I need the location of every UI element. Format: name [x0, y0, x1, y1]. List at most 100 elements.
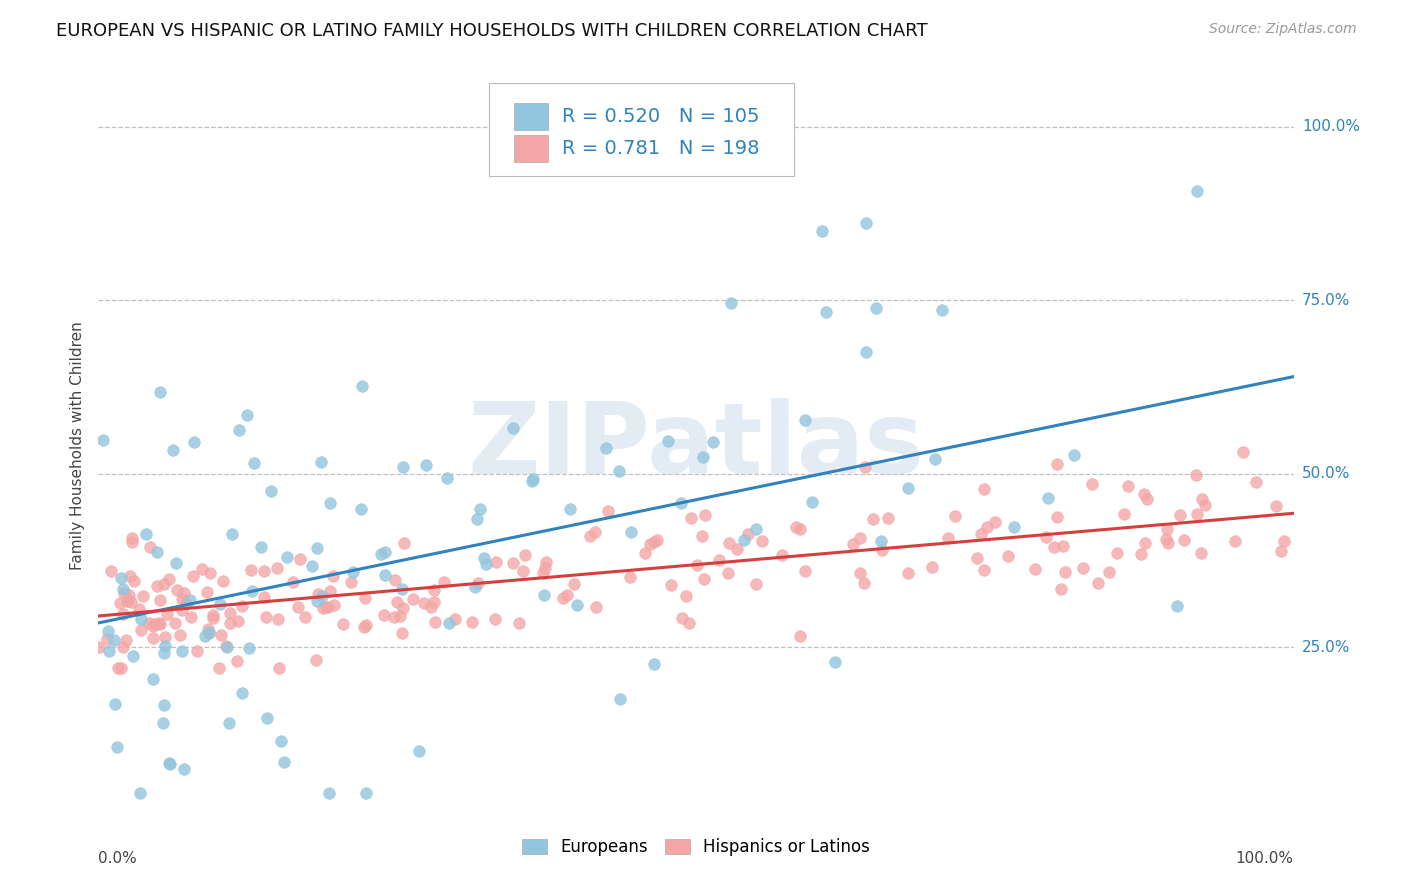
Point — [520, 475, 543, 489]
Point — [423, 615, 446, 630]
Point — [984, 516, 1007, 530]
Point — [583, 525, 606, 540]
Point — [219, 606, 242, 620]
Point — [720, 295, 742, 310]
Point — [811, 224, 834, 238]
Point — [146, 579, 169, 593]
Point — [973, 562, 995, 576]
Point — [319, 496, 342, 510]
Point — [1042, 540, 1064, 554]
Point — [717, 536, 740, 550]
Point — [384, 574, 406, 588]
Point — [936, 531, 959, 545]
Point — [197, 622, 219, 636]
Point — [148, 385, 170, 400]
Point — [1002, 520, 1025, 534]
Point — [412, 596, 434, 610]
Point — [120, 595, 142, 609]
Point — [215, 640, 238, 655]
Point — [423, 582, 446, 597]
Point — [221, 527, 243, 541]
Point — [671, 611, 693, 625]
Point — [1116, 479, 1139, 493]
Point — [266, 561, 288, 575]
Point — [269, 661, 291, 675]
Point — [254, 609, 277, 624]
Point — [1136, 491, 1159, 506]
Point — [433, 574, 456, 589]
Point — [180, 609, 202, 624]
Point — [149, 617, 172, 632]
Point — [179, 593, 201, 607]
Point — [638, 536, 661, 550]
Point — [307, 587, 329, 601]
Point — [169, 628, 191, 642]
Point — [966, 551, 988, 566]
Text: 50.0%: 50.0% — [1302, 467, 1350, 482]
Point — [249, 541, 271, 555]
Point — [475, 557, 498, 571]
Point — [853, 460, 876, 475]
Point — [155, 639, 177, 653]
Point — [149, 592, 172, 607]
Point — [1185, 508, 1208, 522]
Point — [139, 541, 162, 555]
Point — [1038, 491, 1060, 506]
Point — [512, 564, 534, 578]
Point — [1187, 184, 1209, 198]
FancyBboxPatch shape — [489, 83, 794, 177]
Point — [619, 570, 641, 584]
Point — [1071, 561, 1094, 575]
Point — [253, 564, 276, 578]
Point — [737, 527, 759, 541]
Point — [122, 574, 145, 589]
Point — [181, 569, 204, 583]
Point — [502, 421, 524, 435]
Point — [202, 611, 225, 625]
Point — [318, 786, 340, 800]
Point — [533, 588, 555, 602]
Point — [218, 616, 240, 631]
Point — [645, 533, 668, 547]
Point — [534, 555, 557, 569]
Point — [174, 596, 197, 610]
Point — [391, 582, 413, 596]
Point — [692, 450, 714, 464]
FancyBboxPatch shape — [515, 103, 548, 130]
Point — [305, 653, 328, 667]
Point — [634, 546, 657, 560]
Point — [312, 600, 335, 615]
Text: 75.0%: 75.0% — [1302, 293, 1350, 308]
Point — [240, 584, 263, 599]
Point — [198, 566, 221, 581]
Point — [1173, 533, 1195, 547]
Point — [444, 611, 467, 625]
Point — [707, 553, 730, 567]
Point — [402, 591, 425, 606]
Point — [1080, 477, 1102, 491]
Point — [153, 577, 176, 591]
Point — [186, 644, 208, 658]
Point — [849, 532, 872, 546]
Point — [579, 529, 602, 543]
Point — [461, 615, 484, 629]
Point — [243, 456, 266, 470]
Point — [153, 698, 176, 712]
Text: 100.0%: 100.0% — [1236, 851, 1294, 866]
Point — [218, 715, 240, 730]
Point — [1112, 507, 1135, 521]
Point — [562, 576, 585, 591]
Point — [155, 630, 177, 644]
Point — [111, 640, 134, 654]
Point — [472, 550, 495, 565]
Y-axis label: Family Households with Children: Family Households with Children — [69, 322, 84, 570]
Point — [391, 625, 413, 640]
Point — [997, 549, 1019, 563]
Point — [849, 566, 872, 581]
Point — [146, 545, 169, 559]
Point — [111, 582, 134, 596]
Point — [1168, 508, 1191, 523]
Point — [370, 547, 392, 561]
Point — [560, 502, 582, 516]
Point — [128, 602, 150, 616]
